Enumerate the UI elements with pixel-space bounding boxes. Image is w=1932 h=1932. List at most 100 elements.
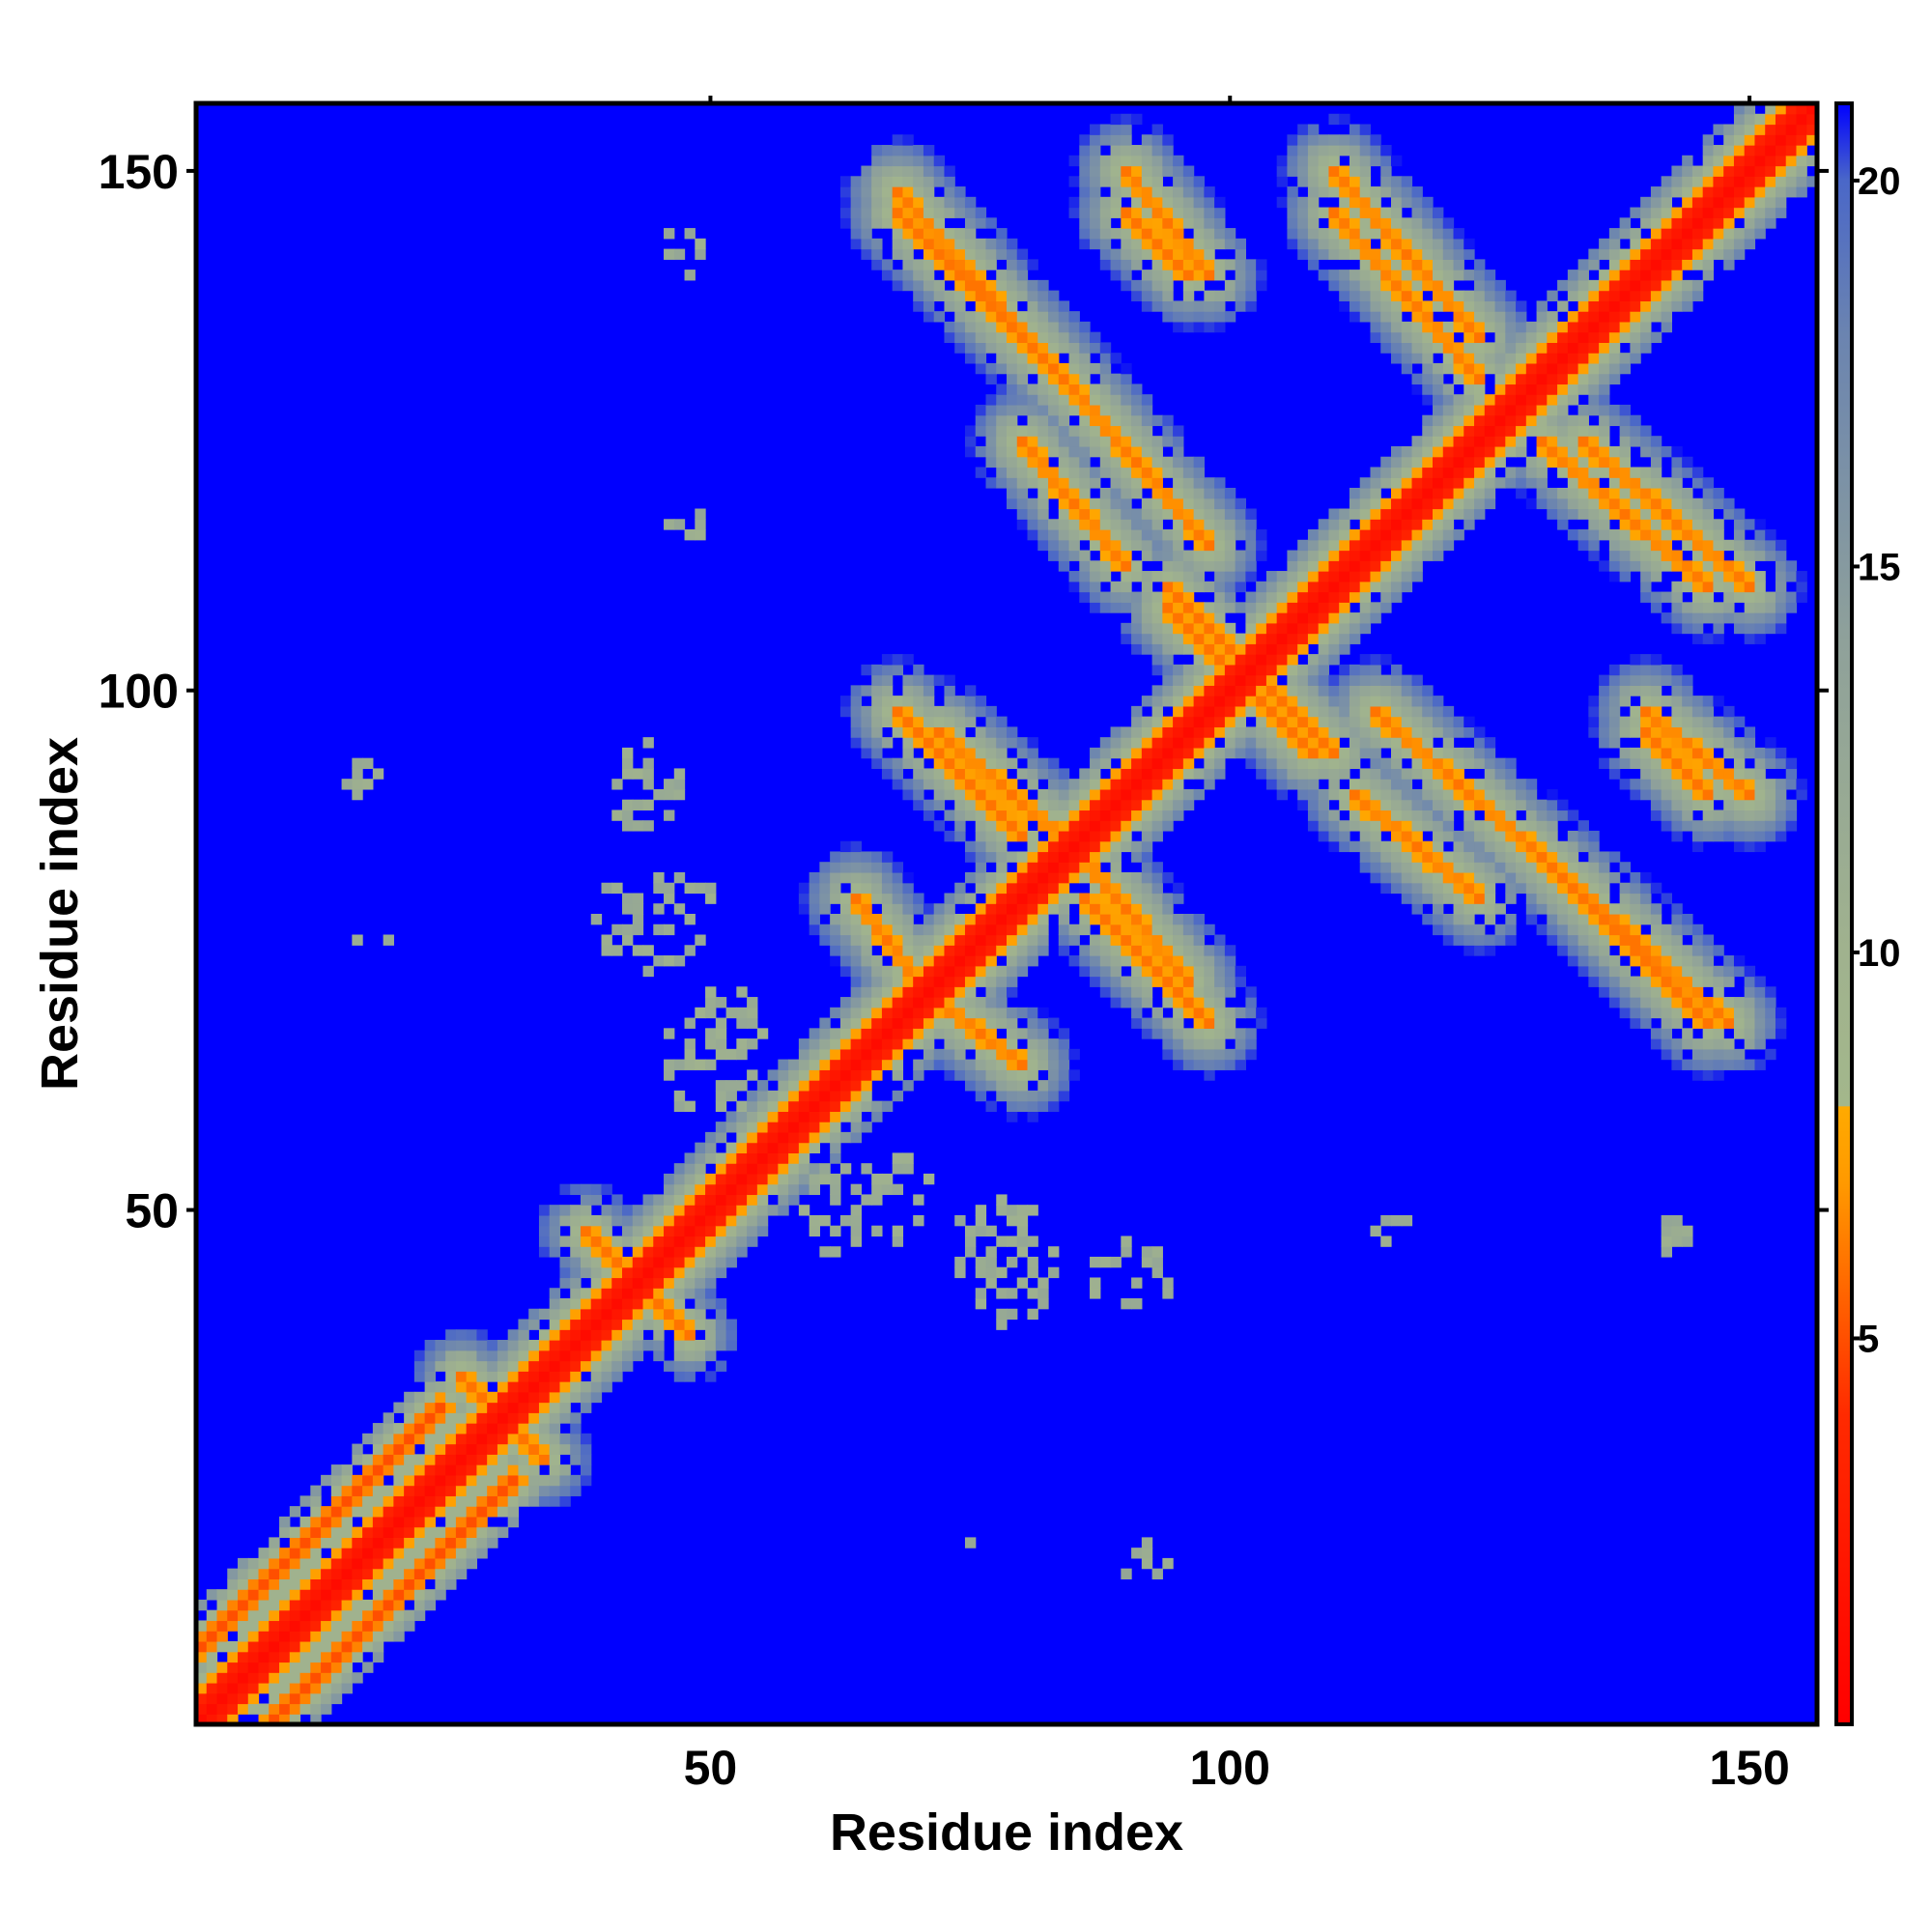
heatmap-cell (1265, 737, 1278, 749)
heatmap-cell (528, 1485, 540, 1496)
heatmap-cell (996, 1205, 1008, 1216)
heatmap-cell (1214, 539, 1226, 552)
heatmap-cell (1256, 685, 1267, 696)
heatmap-cell (1401, 685, 1413, 696)
heatmap-cell (985, 1069, 997, 1081)
heatmap-cell (341, 1548, 353, 1559)
heatmap-cell (944, 997, 955, 1009)
heatmap-cell (1536, 300, 1548, 312)
heatmap-cell (1525, 414, 1538, 427)
heatmap-cell (1307, 581, 1320, 593)
heatmap-cell (424, 1516, 436, 1528)
heatmap-cell (1214, 300, 1226, 312)
heatmap-cell (1027, 1090, 1038, 1102)
heatmap-cell (1328, 788, 1340, 801)
heatmap-cell (1370, 467, 1381, 478)
heatmap-cell (1287, 757, 1298, 770)
heatmap-cell (1027, 934, 1038, 946)
heatmap-cell (632, 1340, 644, 1351)
heatmap-cell (1339, 529, 1350, 541)
heatmap-cell (330, 1609, 343, 1622)
heatmap-cell (601, 1371, 612, 1382)
heatmap-cell (964, 238, 977, 250)
heatmap-cell (1079, 945, 1091, 956)
heatmap-cell (1359, 810, 1372, 821)
heatmap-cell (1370, 311, 1381, 323)
heatmap-cell (1245, 685, 1257, 696)
heatmap-cell (850, 176, 863, 187)
heatmap-cell (664, 1173, 675, 1185)
heatmap-cell (1401, 1214, 1413, 1227)
heatmap-cell (1007, 1080, 1018, 1092)
heatmap-cell (1007, 279, 1018, 292)
heatmap-cell (1390, 353, 1403, 364)
heatmap-cell (664, 1277, 675, 1289)
heatmap-cell (1048, 425, 1060, 437)
heatmap-cell (518, 1340, 529, 1351)
heatmap-cell (1318, 810, 1330, 821)
heatmap-cell (923, 986, 935, 998)
heatmap-cell (1297, 165, 1309, 177)
heatmap-cell (1235, 279, 1246, 292)
heatmap-cell (1068, 425, 1080, 437)
heatmap-cell (933, 945, 946, 956)
heatmap-cell (1297, 238, 1309, 250)
heatmap-cell (1474, 436, 1486, 447)
heatmap-cell (622, 893, 634, 904)
heatmap-cell (1442, 445, 1455, 458)
heatmap-cell (1474, 467, 1486, 478)
heatmap-cell (279, 1589, 291, 1601)
heatmap-cell (570, 1236, 582, 1247)
heatmap-cell (611, 1236, 623, 1247)
heatmap-cell (1411, 737, 1423, 749)
heatmap-cell (1141, 497, 1153, 510)
heatmap-cell (1007, 331, 1018, 343)
heatmap-cell (695, 1205, 706, 1216)
heatmap-cell (404, 1557, 415, 1570)
heatmap-cell (1151, 830, 1163, 842)
heatmap-cell (954, 311, 966, 323)
heatmap-cell (1567, 882, 1579, 895)
heatmap-cell (352, 1557, 363, 1570)
heatmap-cell (1007, 238, 1018, 250)
heatmap-cell (445, 1485, 457, 1496)
heatmap-cell (611, 1350, 623, 1362)
heatmap-cell (1588, 425, 1600, 437)
heatmap-cell (227, 1714, 239, 1725)
heatmap-cell (1007, 820, 1018, 832)
heatmap-cell (1204, 550, 1215, 561)
heatmap-cell (1359, 539, 1372, 552)
heatmap-cell (1359, 768, 1372, 780)
heatmap-cell (570, 1288, 582, 1299)
heatmap-cell (632, 1256, 644, 1268)
heatmap-cell (1027, 903, 1038, 915)
heatmap-cell (601, 1329, 612, 1341)
heatmap-cell (1453, 871, 1464, 884)
heatmap-cell (1214, 508, 1226, 520)
heatmap-cell (1173, 1028, 1184, 1039)
heatmap-cell (913, 1017, 924, 1029)
heatmap-cell (372, 1495, 384, 1507)
heatmap-cell (413, 1360, 426, 1372)
heatmap-cell (1037, 788, 1049, 801)
heatmap-cell (196, 1672, 208, 1684)
heatmap-cell (1099, 217, 1112, 229)
heatmap-cell (1182, 757, 1195, 770)
heatmap-cell (1380, 726, 1392, 738)
heatmap-cell (642, 1236, 654, 1247)
heatmap-cell (1484, 903, 1496, 915)
heatmap-cell (372, 1589, 384, 1601)
heatmap-cell (1287, 622, 1298, 635)
heatmap-cell (258, 1640, 270, 1653)
heatmap-cell (944, 186, 955, 198)
heatmap-cell (632, 1205, 644, 1216)
heatmap-cell (1016, 914, 1029, 925)
heatmap-cell (1297, 612, 1309, 624)
heatmap-cell (830, 945, 841, 956)
heatmap-cell (1328, 768, 1340, 780)
heatmap-cell (1339, 633, 1350, 644)
heatmap-cell (1193, 716, 1205, 727)
heatmap-cell (985, 830, 997, 842)
heatmap-cell (1588, 923, 1600, 936)
heatmap-cell (413, 1526, 426, 1538)
